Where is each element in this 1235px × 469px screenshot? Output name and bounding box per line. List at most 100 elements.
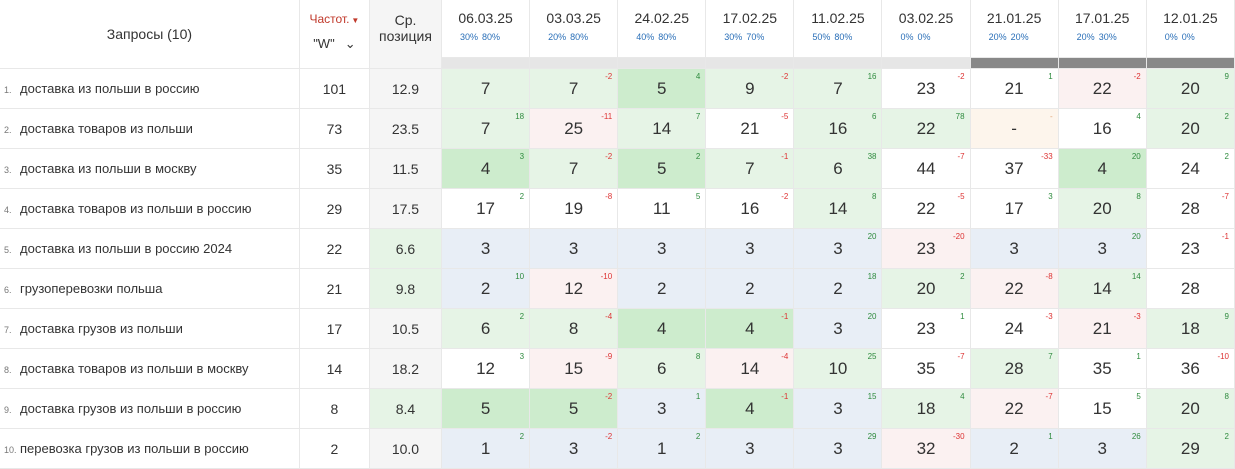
position-cell[interactable]: 3	[529, 228, 619, 269]
date-column-header[interactable]: 06.03.25 30% 80%	[441, 0, 531, 58]
position-cell[interactable]: 21 1	[970, 68, 1059, 109]
position-cell[interactable]: 6 38	[793, 148, 883, 189]
query-cell[interactable]: 8. доставка товаров из польши в москву	[0, 348, 300, 389]
position-cell[interactable]: 23 -20	[881, 228, 971, 269]
position-cell[interactable]: 12 -10	[529, 268, 619, 309]
position-cell[interactable]: 20 2	[881, 268, 971, 309]
position-cell[interactable]: 14 8	[793, 188, 883, 229]
query-cell[interactable]: 3. доставка из польши в москву	[0, 148, 300, 189]
position-cell[interactable]: 3 26	[1058, 428, 1147, 469]
position-cell[interactable]: 10 25	[793, 348, 883, 389]
position-cell[interactable]: 3 20	[1058, 228, 1147, 269]
position-cell[interactable]: 2	[617, 268, 707, 309]
date-column-header[interactable]: 03.02.25 0% 0%	[881, 0, 971, 58]
position-cell[interactable]: 16 4	[1058, 108, 1147, 149]
position-cell[interactable]: 44 -7	[881, 148, 971, 189]
position-cell[interactable]: 7	[441, 68, 531, 109]
position-cell[interactable]: 18 9	[1146, 308, 1235, 349]
query-cell[interactable]: 10. перевозка грузов из польши в россию	[0, 428, 300, 469]
position-cell[interactable]: 3 15	[793, 388, 883, 429]
position-cell[interactable]: 20 2	[1146, 108, 1235, 149]
position-cell[interactable]: 14 7	[617, 108, 707, 149]
position-cell[interactable]: 7 18	[441, 108, 531, 149]
position-cell[interactable]: 7 16	[793, 68, 883, 109]
position-cell[interactable]: 16 6	[793, 108, 883, 149]
date-column-header[interactable]: 21.01.25 20% 20%	[970, 0, 1059, 58]
position-cell[interactable]: 23 -2	[881, 68, 971, 109]
query-cell[interactable]: 1. доставка из польши в россию	[0, 68, 300, 109]
position-cell[interactable]: 14 -4	[705, 348, 795, 389]
position-cell[interactable]: 9 -2	[705, 68, 795, 109]
position-cell[interactable]: 28	[1146, 268, 1235, 309]
position-cell[interactable]: 4 20	[1058, 148, 1147, 189]
position-cell[interactable]: 17 3	[970, 188, 1059, 229]
query-cell[interactable]: 5. доставка из польши в россию 2024	[0, 228, 300, 269]
position-cell[interactable]: 22 -2	[1058, 68, 1147, 109]
position-cell[interactable]: 3 -2	[529, 428, 619, 469]
position-cell[interactable]: 3	[970, 228, 1059, 269]
query-cell[interactable]: 2. доставка товаров из польши	[0, 108, 300, 149]
position-cell[interactable]: 4 -1	[705, 388, 795, 429]
position-cell[interactable]: 24 -3	[970, 308, 1059, 349]
position-cell[interactable]: 12 3	[441, 348, 531, 389]
position-cell[interactable]: 21 -5	[705, 108, 795, 149]
position-cell[interactable]: 8 -4	[529, 308, 619, 349]
position-cell[interactable]: 29 2	[1146, 428, 1235, 469]
position-cell[interactable]: 19 -8	[529, 188, 619, 229]
scroll-thumb[interactable]	[1146, 57, 1235, 70]
position-cell[interactable]: 7 -2	[529, 148, 619, 189]
position-cell[interactable]: 24 2	[1146, 148, 1235, 189]
date-column-header[interactable]: 17.01.25 20% 30%	[1058, 0, 1147, 58]
position-cell[interactable]: 28 7	[970, 348, 1059, 389]
position-cell[interactable]: 5	[441, 388, 531, 429]
position-cell[interactable]: 11 5	[617, 188, 707, 229]
frequency-header[interactable]: Частот. ▼ "W" ⌄	[299, 0, 370, 69]
date-column-header[interactable]: 24.02.25 40% 80%	[617, 0, 707, 58]
position-cell[interactable]: 16 -2	[705, 188, 795, 229]
position-cell[interactable]: 20 9	[1146, 68, 1235, 109]
query-cell[interactable]: 7. доставка грузов из польши	[0, 308, 300, 349]
position-cell[interactable]: 3	[617, 228, 707, 269]
position-cell[interactable]: 18 4	[881, 388, 971, 429]
position-cell[interactable]: 22 -8	[970, 268, 1059, 309]
position-cell[interactable]: 3 29	[793, 428, 883, 469]
position-cell[interactable]: 32 -30	[881, 428, 971, 469]
position-cell[interactable]: 2 18	[793, 268, 883, 309]
frequency-sort[interactable]: Частот. ▼	[300, 12, 369, 26]
position-cell[interactable]: 22 -5	[881, 188, 971, 229]
position-cell[interactable]: 20 8	[1146, 388, 1235, 429]
position-cell[interactable]: 4	[617, 308, 707, 349]
position-cell[interactable]: 7 -1	[705, 148, 795, 189]
position-cell[interactable]: 3	[705, 428, 795, 469]
query-cell[interactable]: 4. доставка товаров из польши в россию	[0, 188, 300, 229]
position-cell[interactable]: 15 -9	[529, 348, 619, 389]
date-column-header[interactable]: 11.02.25 50% 80%	[793, 0, 883, 58]
scroll-thumb[interactable]	[1058, 57, 1147, 70]
position-cell[interactable]: 35 1	[1058, 348, 1147, 389]
frequency-type-select[interactable]: "W" ⌄	[300, 36, 369, 52]
position-cell[interactable]: 2 10	[441, 268, 531, 309]
queries-header[interactable]: Запросы (10)	[0, 0, 300, 69]
date-column-header[interactable]: 03.03.25 20% 80%	[529, 0, 619, 58]
position-cell[interactable]: 2	[705, 268, 795, 309]
position-cell[interactable]: 3	[441, 228, 531, 269]
position-cell[interactable]: 23 1	[881, 308, 971, 349]
position-cell[interactable]: 3	[705, 228, 795, 269]
position-cell[interactable]: 23 -1	[1146, 228, 1235, 269]
position-cell[interactable]: 14 14	[1058, 268, 1147, 309]
date-column-header[interactable]: 12.01.25 0% 0%	[1146, 0, 1235, 58]
position-cell[interactable]: 36 -10	[1146, 348, 1235, 389]
query-cell[interactable]: 9. доставка грузов из польши в россию	[0, 388, 300, 429]
position-cell[interactable]: 3 20	[793, 228, 883, 269]
avg-position-header[interactable]: Ср. позиция	[369, 0, 443, 69]
date-column-header[interactable]: 17.02.25 30% 70%	[705, 0, 795, 58]
